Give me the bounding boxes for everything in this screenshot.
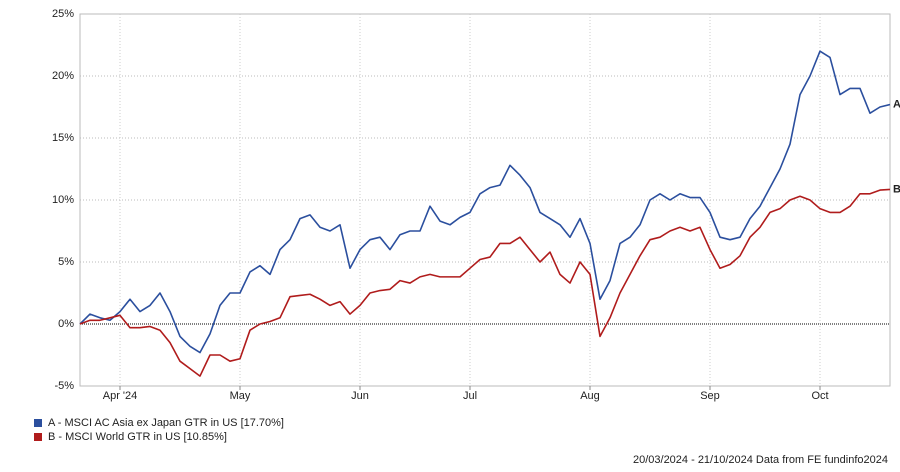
y-tick-label: 20% — [52, 70, 74, 82]
y-tick-label: 10% — [52, 194, 74, 206]
y-tick-label: 0% — [58, 318, 74, 330]
x-tick-label: Jun — [351, 390, 369, 402]
x-tick-label: Sep — [700, 390, 720, 402]
end-label: B — [893, 183, 900, 195]
x-tick-label: Jul — [463, 390, 477, 402]
legend-label: B - MSCI World GTR in US [10.85%] — [48, 431, 227, 443]
x-tick-label: Apr '24 — [103, 390, 138, 402]
y-tick-label: 5% — [58, 256, 74, 268]
legend-swatch — [34, 419, 42, 427]
legend-swatch — [34, 433, 42, 441]
footer: 20/03/2024 - 21/10/2024 Data from FE fun… — [633, 454, 888, 466]
x-tick-label: Oct — [811, 390, 828, 402]
x-tick-label: May — [230, 390, 251, 402]
y-tick-label: 25% — [52, 8, 74, 20]
series-line — [79, 50, 891, 354]
series-line — [79, 188, 891, 377]
y-tick-label: -5% — [54, 380, 74, 392]
y-tick-label: 15% — [52, 132, 74, 144]
x-tick-label: Aug — [580, 390, 600, 402]
end-label: A — [893, 98, 900, 110]
legend-label: A - MSCI AC Asia ex Japan GTR in US [17.… — [48, 417, 284, 429]
